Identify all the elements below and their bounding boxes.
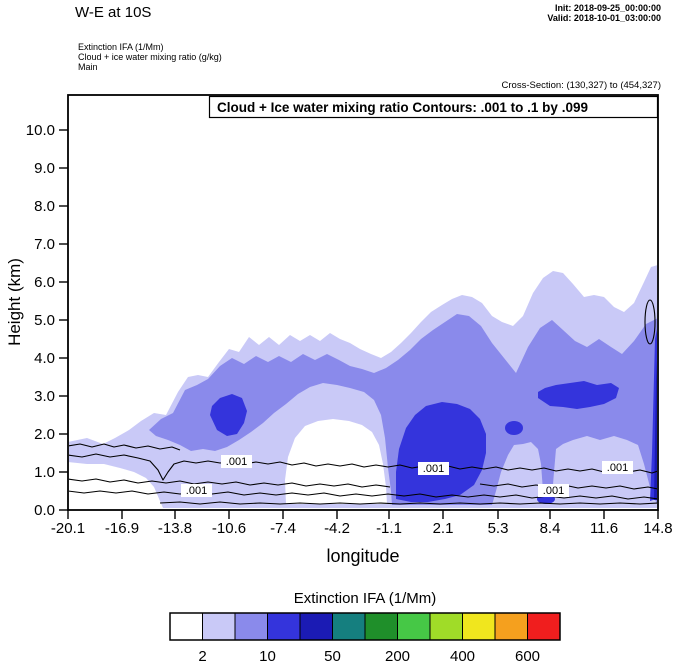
contour-label: .001 (543, 485, 564, 497)
colorbar-cell (202, 612, 236, 641)
contour-label: .001 (607, 462, 628, 474)
colorbar-tick-label: 600 (515, 648, 540, 665)
x-tick-label: -20.1 (51, 520, 85, 537)
y-tick-label: 8.0 (34, 198, 55, 215)
cross-section-label: Cross-Section: (130,327) to (454,327) (502, 80, 661, 91)
contour-label: .001 (226, 456, 247, 468)
init-time-label: Init: 2018-09-25_00:00:00 (555, 3, 661, 13)
cloud-contour-line-3 (69, 478, 391, 488)
colorbar-cell (267, 612, 301, 641)
y-tick-label: 10.0 (26, 122, 55, 139)
contour-label-box (418, 462, 449, 475)
plot-border (67, 94, 659, 511)
shading-layer (69, 265, 657, 508)
valid-time-label: Valid: 2018-10-01_03:00:00 (547, 13, 661, 23)
strong-core-spot-mid (505, 421, 523, 435)
contour-labels: .001 .001 .001 .001 .001 (181, 455, 633, 497)
x-tick-label: -1.1 (376, 520, 402, 537)
y-tick-label: 2.0 (34, 426, 55, 443)
colorbar-title: Extinction IFA (1/Mm) (294, 590, 437, 607)
x-tick-label: -4.2 (324, 520, 350, 537)
strong-core-east-boundary-inner (654, 360, 657, 500)
cloud-contour-line-4 (69, 490, 657, 500)
cloud-contour-line-2 (69, 453, 657, 481)
x-tick-label: -13.8 (158, 520, 192, 537)
contour-label-box (602, 461, 633, 474)
colorbar: Extinction IFA (1/Mm) 2 10 50 200 400 60… (169, 590, 561, 665)
colorbar-cell (299, 612, 333, 641)
contour-label-box (538, 484, 569, 497)
colorbar-tick-label: 400 (450, 648, 475, 665)
cloud-contour-line-3b (479, 483, 657, 490)
colorbar-cell (234, 612, 268, 641)
cloud-contour-oval-topright (644, 299, 656, 345)
colorbar-cell (494, 612, 528, 641)
y-axis: 10.0 9.0 8.0 7.0 6.0 5.0 4.0 3.0 2.0 1.0… (26, 122, 68, 519)
colorbar-tick-label: 50 (324, 648, 341, 665)
x-tick-label: 11.6 (590, 520, 618, 537)
x-tick-label: -10.6 (212, 520, 246, 537)
y-tick-label: 0.0 (34, 502, 55, 519)
y-tick-label: 9.0 (34, 160, 55, 177)
strong-core-east-streak (538, 381, 619, 409)
contour-label: .001 (423, 463, 444, 475)
x-axis: -20.1 -16.9 -13.8 -10.6 -7.4 -4.2 -1.1 2… (51, 510, 673, 537)
y-axis-title: Height (km) (5, 258, 24, 346)
clear-arch-region (285, 419, 387, 504)
y-tick-label: 1.0 (34, 464, 55, 481)
contour-label-box (221, 455, 252, 468)
cloud-contour-line-5 (159, 501, 657, 505)
strong-core-west (210, 394, 247, 436)
x-axis-title: longitude (326, 546, 399, 566)
y-tick-label: 7.0 (34, 236, 55, 253)
x-tick-label: -7.4 (270, 520, 296, 537)
field-label-shading: Extinction IFA (1/Mm) (78, 42, 164, 52)
cloud-contour-line-1 (69, 443, 181, 451)
y-tick-label: 3.0 (34, 388, 55, 405)
colorbar-cell (397, 612, 431, 641)
colorbar-cell (527, 612, 561, 641)
contour-label: .001 (186, 485, 207, 497)
colorbar-border (169, 612, 561, 641)
field-label-domain: Main (78, 62, 98, 72)
colorbar-tick-label: 200 (385, 648, 410, 665)
colorbar-tick-label: 10 (259, 648, 276, 665)
figure-title: W-E at 10S (75, 4, 151, 21)
colorbar-cell (169, 612, 203, 641)
strong-core-central (396, 402, 486, 502)
x-tick-label: -16.9 (105, 520, 139, 537)
x-tick-label: 2.1 (433, 520, 454, 537)
x-tick-label: 8.4 (540, 520, 561, 537)
colorbar-tick-label: 2 (198, 648, 206, 665)
y-tick-label: 5.0 (34, 312, 55, 329)
contour-label-box (181, 484, 212, 497)
shading-region-moderate (149, 314, 657, 505)
colorbar-cell (332, 612, 366, 641)
y-tick-label: 6.0 (34, 274, 55, 291)
colorbar-cell (429, 612, 463, 641)
colorbar-cell (462, 612, 496, 641)
x-tick-label: 14.8 (643, 520, 672, 537)
x-tick-label: 5.3 (488, 520, 509, 537)
annotation-text: Cloud + Ice water mixing ratio Contours:… (217, 100, 588, 115)
y-tick-label: 4.0 (34, 350, 55, 367)
colorbar-cell (364, 612, 398, 641)
field-label-contour: Cloud + ice water mixing ratio (g/kg) (78, 52, 222, 62)
